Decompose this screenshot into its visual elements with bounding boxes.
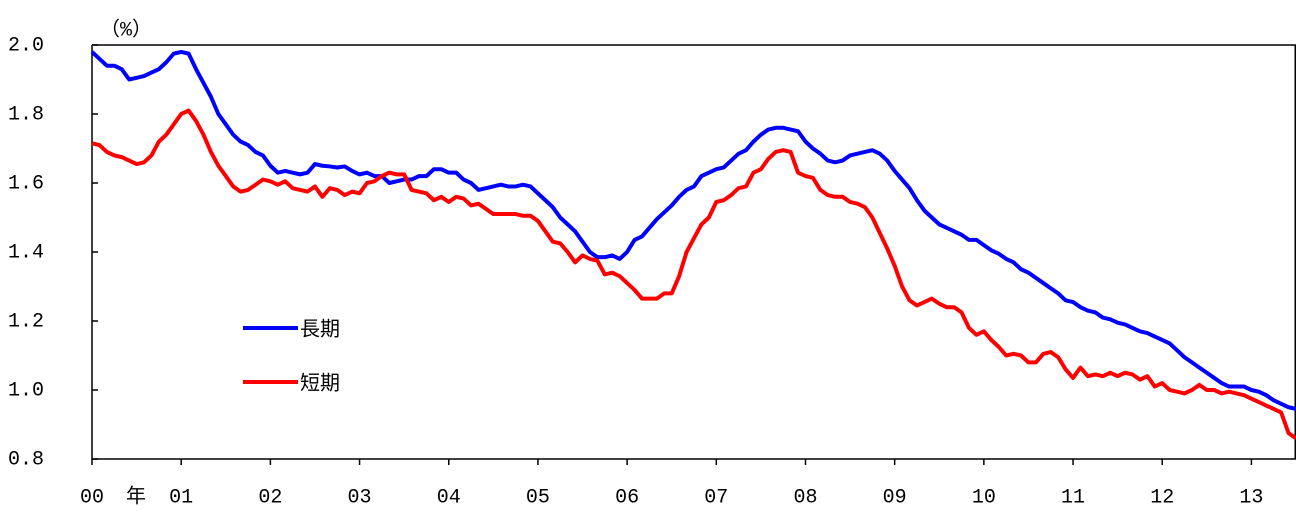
x-tick-label: 04 bbox=[437, 486, 461, 509]
y-axis-unit: （%） bbox=[100, 17, 152, 42]
line-series bbox=[90, 49, 1296, 411]
x-axis-unit: 年 bbox=[126, 484, 146, 509]
y-tick-label: 2.0 bbox=[8, 34, 44, 57]
x-tick-label: 11 bbox=[1061, 486, 1085, 509]
x-tick-label: 06 bbox=[615, 486, 639, 509]
x-tick-label: 12 bbox=[1150, 486, 1174, 509]
y-tick-label: 1.4 bbox=[8, 241, 44, 264]
line-series bbox=[91, 108, 1296, 440]
x-tick-label: 13 bbox=[1239, 486, 1263, 509]
x-tick-label: 05 bbox=[526, 486, 550, 509]
y-tick-label: 1.6 bbox=[8, 172, 44, 195]
x-tick-label: 03 bbox=[348, 486, 372, 509]
x-tick-label: 00 bbox=[80, 486, 104, 509]
x-tick-label: 08 bbox=[793, 486, 817, 509]
y-tick-label: 1.2 bbox=[8, 310, 44, 333]
x-tick-label: 01 bbox=[169, 486, 193, 509]
legend-label: 短期 bbox=[300, 371, 340, 395]
y-tick-label: 1.8 bbox=[8, 103, 44, 126]
y-tick-label: 0.8 bbox=[8, 448, 44, 471]
y-tick-label: 1.0 bbox=[8, 379, 44, 402]
x-tick-label: 02 bbox=[258, 486, 282, 509]
x-tick-label: 07 bbox=[704, 486, 728, 509]
x-tick-label: 09 bbox=[883, 486, 907, 509]
legend-label: 長期 bbox=[300, 317, 340, 341]
x-tick-label: 10 bbox=[972, 486, 996, 509]
